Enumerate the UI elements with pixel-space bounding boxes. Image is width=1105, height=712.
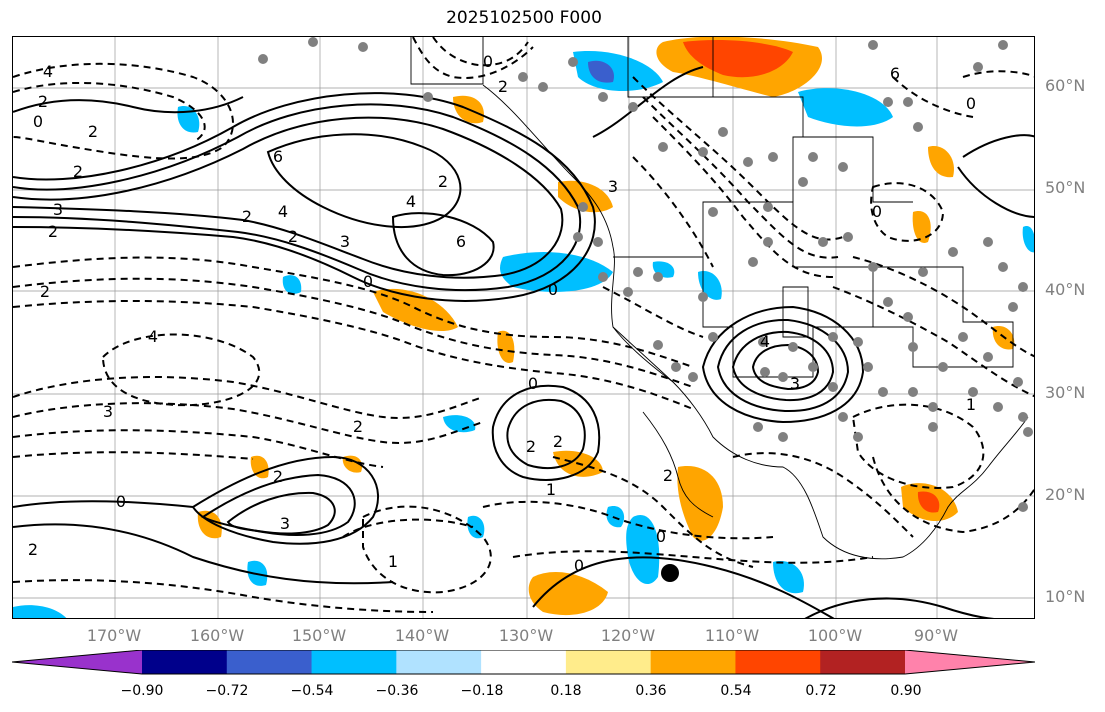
contour-label: 0 [116,492,126,511]
colorbar-tick: −0.54 [290,683,334,699]
lon-label-110w: 110°W [704,626,760,645]
contour-label: 4 [43,62,53,81]
contour-label: 2 [73,162,83,181]
colorbar-segment [565,650,652,674]
colorbar-extend-low [12,650,142,674]
contour-label: 0 [483,52,493,71]
station-markers [258,37,1033,512]
lon-label-120w: 120°W [600,626,656,645]
lat-label-10n: 10°N [1045,587,1086,606]
contour-label: 3 [280,514,290,533]
colorbar-tick: 0.90 [890,683,922,699]
colorbar-tick: 0.54 [720,683,752,699]
contour-label: 4 [148,327,158,346]
colorbar-tick: 0.18 [550,683,582,699]
colorbar-tick: 0.72 [805,683,837,699]
colorbar [12,650,1035,675]
contour-label: 0 [872,202,882,221]
contour-label: 2 [353,417,363,436]
contour-label: 1 [966,395,976,414]
colorbar-tick: −0.90 [120,683,164,699]
contour-label: 0 [966,94,976,113]
contour-label: 0 [33,112,43,131]
contour-label: 6 [890,64,900,83]
contour-label: 2 [526,437,536,456]
contour-label: 0 [574,556,584,575]
colorbar-segment [142,650,228,674]
contour-label: 2 [40,282,50,301]
lon-label-140w: 140°W [394,626,450,645]
colorbar-segment [820,650,906,674]
contour-label: 2 [663,466,673,485]
contour-label: 1 [546,480,556,499]
colorbar-segment [735,650,821,674]
colorbar-segment [650,650,736,674]
contour-label: 6 [456,232,466,251]
contour-label: 2 [553,432,563,451]
colorbar-segment [396,650,482,674]
colorbar-tick: −0.36 [375,683,419,699]
lon-label-100w: 100°W [807,626,863,645]
colorbar-segment [226,650,313,674]
contour-label: 2 [38,92,48,111]
contour-label: 3 [608,177,618,196]
colorbar-tick: −0.18 [460,683,504,699]
solid-contours [13,66,1034,618]
colorbar-extend-high [905,650,1035,674]
contour-label: 2 [48,222,58,241]
contour-labels: 4 2 0 2 6 3 2 2 4 2 6 3 2 0 4 3 2 2 0 2 … [28,52,976,575]
lat-label-20n: 20°N [1045,485,1086,504]
contour-label: 2 [273,467,283,486]
contour-label: 4 [406,192,416,211]
dashed-contours [13,37,1034,613]
coastlines [410,37,1029,560]
contour-label: 4 [760,332,770,351]
contour-label: 4 [278,202,288,221]
colorbar-tick: 0.36 [635,683,667,699]
map-title: 2025102500 F000 [446,8,602,28]
lat-label-40n: 40°N [1045,280,1086,299]
contour-label: 2 [88,122,98,141]
colorbar-tick: −0.72 [205,683,249,699]
contour-label: 0 [548,280,558,299]
lon-label-150w: 150°W [291,626,347,645]
contour-label: 0 [656,527,666,546]
lon-label-130w: 130°W [498,626,554,645]
contour-label: 3 [103,402,113,421]
lat-label-60n: 60°N [1045,76,1086,95]
map-panel: 4 2 0 2 6 3 2 2 4 2 6 3 2 0 4 3 2 2 0 2 … [12,36,1035,619]
map-canvas: 4 2 0 2 6 3 2 2 4 2 6 3 2 0 4 3 2 2 0 2 … [13,37,1034,618]
contour-label: 3 [53,200,63,219]
contour-label: 1 [388,552,398,571]
colorbar-segment [481,650,567,674]
colorbar-segment [311,650,397,674]
contour-label: 2 [288,227,298,246]
lon-label-160w: 160°W [189,626,245,645]
contour-label: 0 [528,374,538,393]
contour-label: 3 [790,374,800,393]
lat-label-30n: 30°N [1045,383,1086,402]
contour-label: 2 [242,207,252,226]
black-marker [661,564,679,582]
contour-label: 2 [28,540,38,559]
contour-label: 6 [273,147,283,166]
lat-label-50n: 50°N [1045,178,1086,197]
lon-label-170w: 170°W [86,626,142,645]
contour-label: 3 [340,232,350,251]
contour-label: 2 [498,77,508,96]
contour-label: 2 [438,172,448,191]
contour-label: 0 [363,272,373,291]
lon-label-90w: 90°W [913,626,959,645]
